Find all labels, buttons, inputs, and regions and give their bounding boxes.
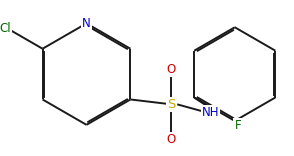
Text: O: O	[167, 63, 176, 76]
Text: S: S	[167, 98, 176, 111]
Text: N: N	[82, 17, 91, 30]
Text: NH: NH	[202, 106, 219, 119]
Text: F: F	[234, 119, 241, 132]
Text: Cl: Cl	[0, 22, 11, 35]
Text: O: O	[167, 133, 176, 146]
